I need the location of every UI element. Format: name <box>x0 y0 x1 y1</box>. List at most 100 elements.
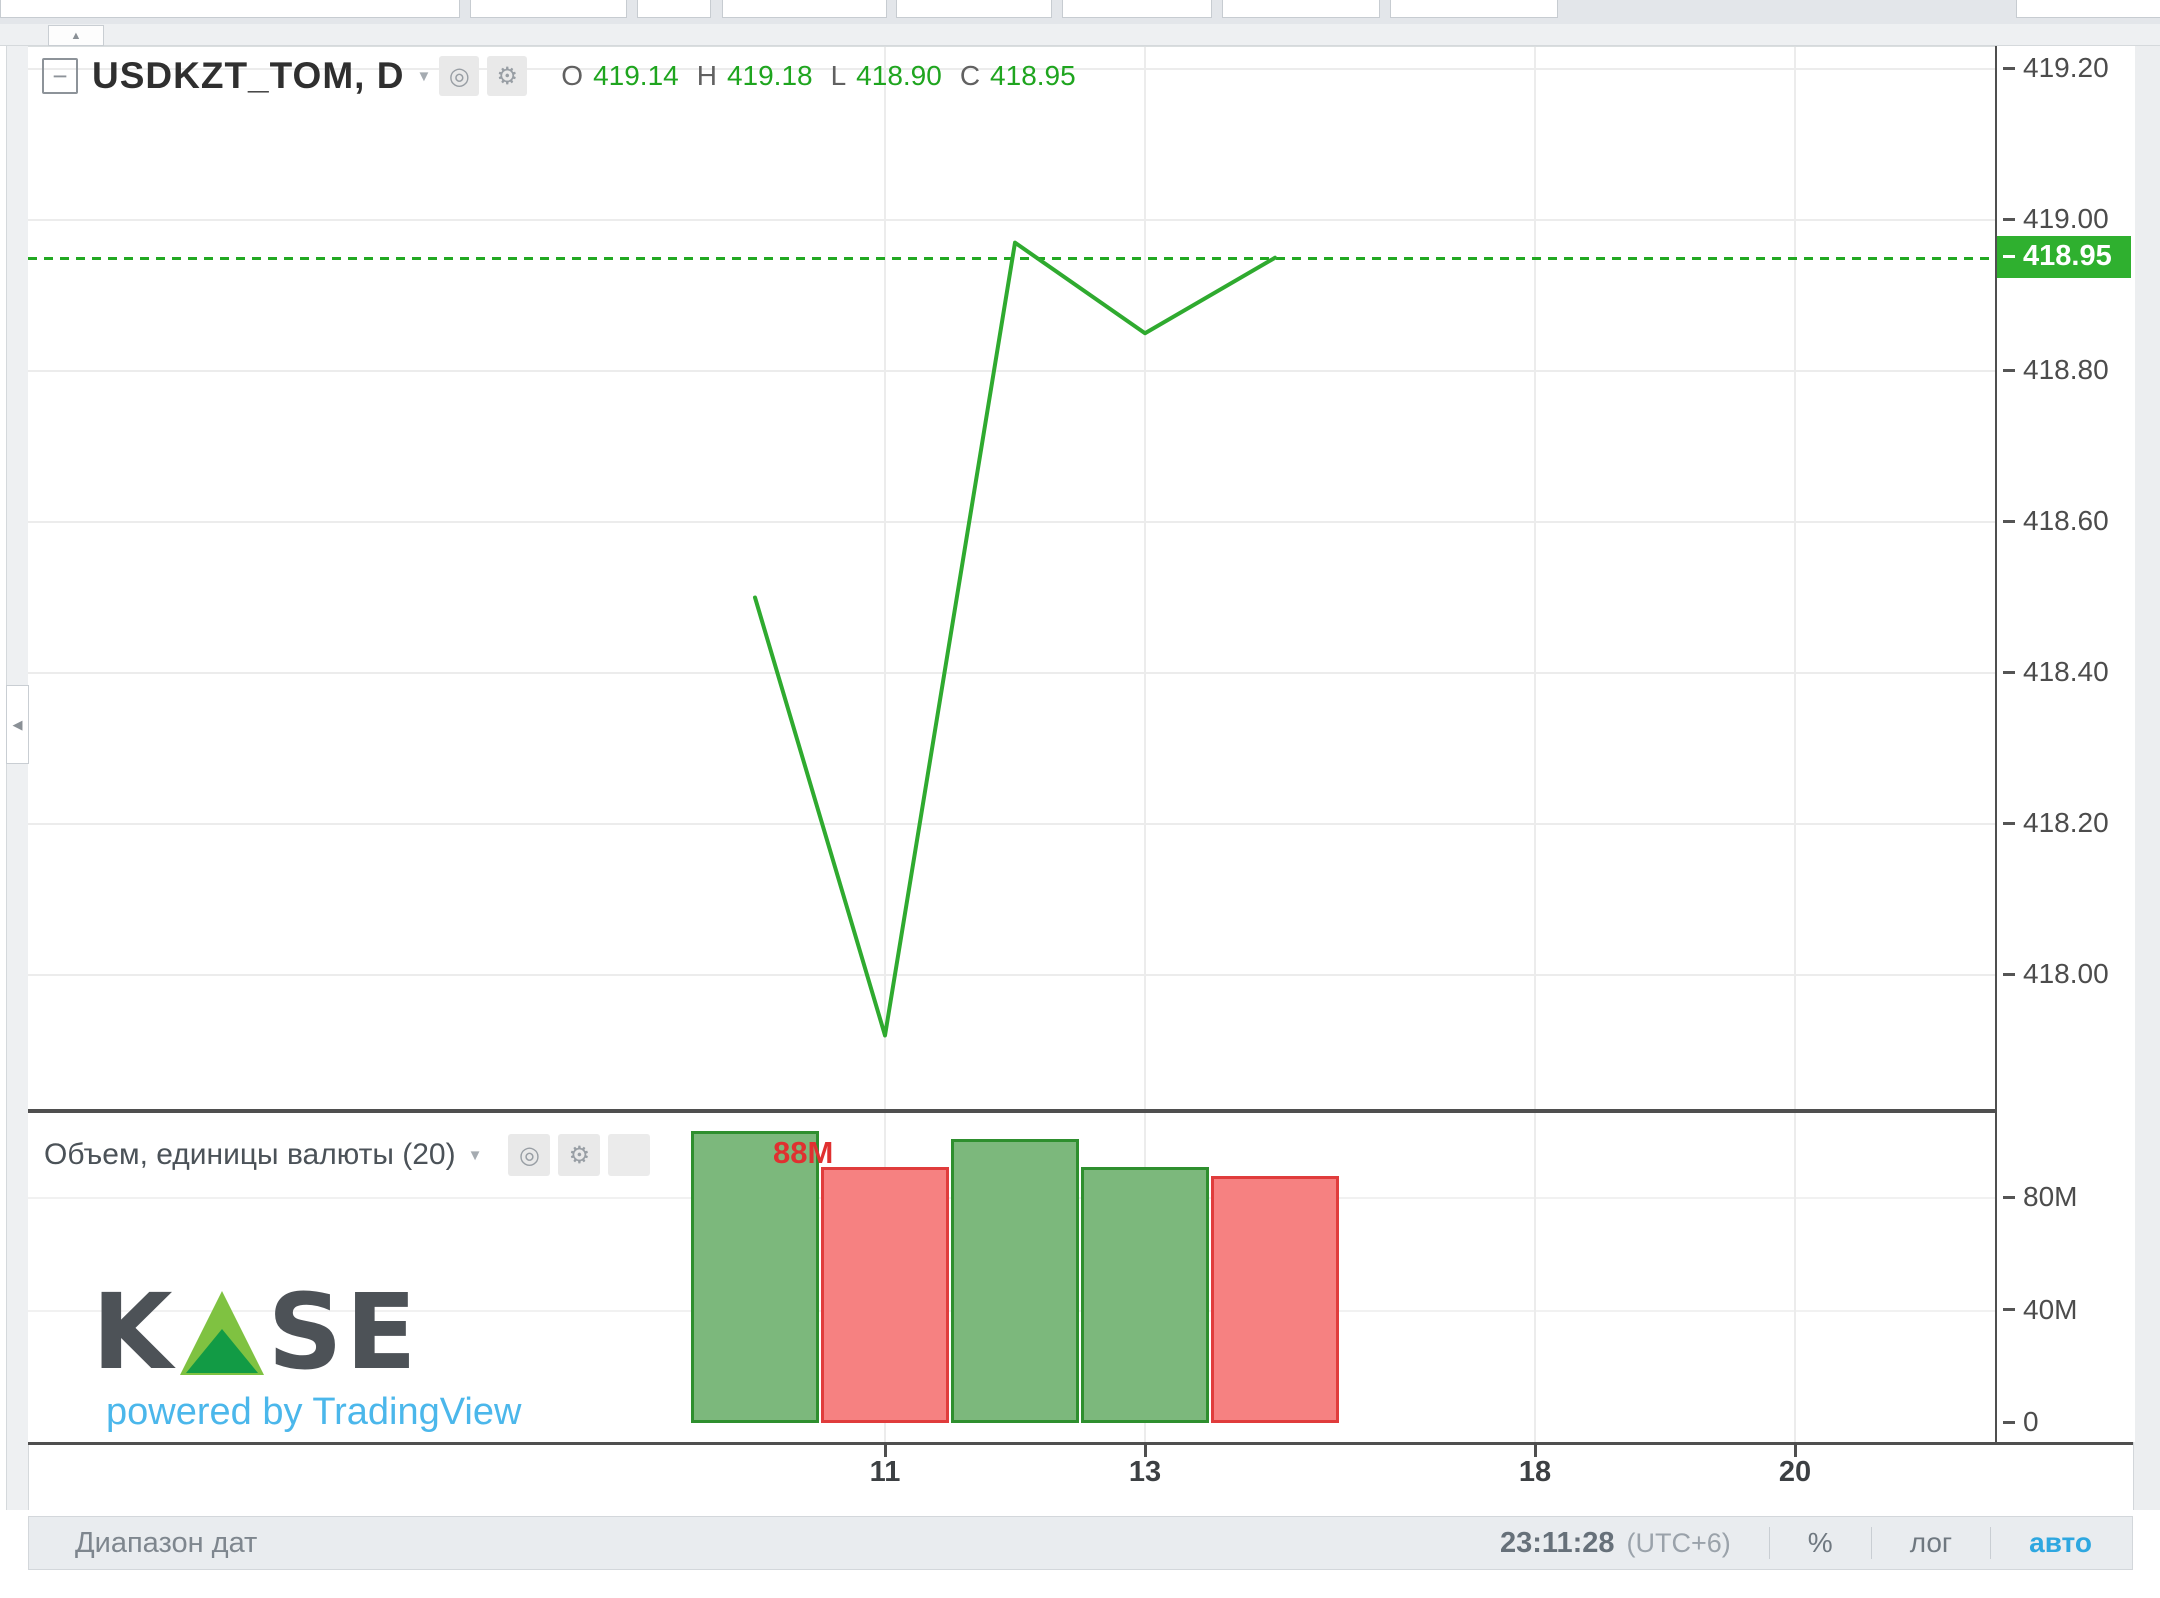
volume-bar <box>1211 1175 1339 1423</box>
auto-scale-button[interactable]: авто <box>2029 1527 2092 1558</box>
low-label: L <box>830 60 847 91</box>
eye-icon[interactable]: ◎ <box>508 1134 551 1176</box>
pane-separator[interactable] <box>28 1109 1995 1113</box>
v-gridline <box>884 47 886 1443</box>
axis-tick <box>2003 1195 2015 1199</box>
high-value: 419.18 <box>726 60 813 91</box>
open-label: O <box>561 60 584 91</box>
toolbar-button[interactable] <box>1222 0 1380 18</box>
volume-tick-label: 80M <box>2003 1181 2077 1213</box>
chart-plot-area[interactable]: − USDKZT_TOM, D ▼ ◎ ⚙ O 419.14 H 419.18 … <box>28 46 1995 1443</box>
eye-glyph: ◎ <box>448 62 470 90</box>
logo-letters-se: SE <box>267 1270 420 1393</box>
price-tick-label: 418.00 <box>2003 958 2109 990</box>
more-icon[interactable] <box>608 1134 651 1176</box>
log-scale-button[interactable]: лог <box>1909 1527 1953 1558</box>
axis-tick <box>2003 1308 2015 1311</box>
time-tick-label: 20 <box>1778 1456 1812 1488</box>
left-sidebar-strip <box>6 46 29 1510</box>
divider <box>1870 1527 1872 1559</box>
gear-glyph: ⚙ <box>568 1141 591 1169</box>
time-tick-label: 11 <box>869 1456 901 1488</box>
axis-tick <box>2003 368 2015 372</box>
close-label: C <box>959 60 981 91</box>
top-toolbar <box>0 0 2160 25</box>
kase-wordmark: K SE <box>92 1270 521 1393</box>
last-price-value: 418.95 <box>2023 240 2112 273</box>
price-tick-label: 418.20 <box>2003 807 2109 839</box>
divider <box>1990 1527 1992 1559</box>
v-gridline <box>1794 47 1796 1443</box>
volume-tick-label: 0 <box>2003 1406 2039 1438</box>
toolbar-button[interactable] <box>722 0 887 18</box>
date-range-button[interactable]: Диапазон дат <box>75 1526 258 1559</box>
open-value: 419.14 <box>593 60 679 91</box>
price-line-series <box>753 240 1277 1038</box>
scroll-up-button[interactable]: ▲ <box>48 25 104 46</box>
volume-indicator-title[interactable]: Объем, единицы валюты (20) <box>44 1138 456 1171</box>
time-tick-mark <box>1794 1445 1797 1457</box>
time-tick-label: 13 <box>1128 1456 1162 1488</box>
price-tick-label: 419.20 <box>2003 52 2109 84</box>
h-gridline <box>28 68 1995 70</box>
axis-tick <box>2003 972 2015 976</box>
time-tick-mark <box>884 1445 887 1457</box>
chevron-down-icon[interactable]: ▼ <box>467 1146 483 1164</box>
last-price-badge: 418.95 <box>1997 235 2131 278</box>
volume-bar <box>691 1130 819 1423</box>
v-gridline <box>1144 47 1146 1443</box>
clock-time[interactable]: 23:11:28 <box>1500 1526 1615 1559</box>
sidebar-collapse-handle[interactable]: ◀ <box>6 685 29 764</box>
axis-tick <box>2003 66 2015 70</box>
toolbar-button[interactable] <box>1390 0 1558 18</box>
volume-indicator-header: Объем, единицы валюты (20) ▼ ◎ ⚙ <box>44 1133 651 1177</box>
bottom-toolbar: Диапазон дат 23:11:28 (UTC+6) % лог авто <box>28 1516 2133 1570</box>
price-tick-label: 419.00 <box>2003 203 2109 235</box>
price-tick-label: 418.60 <box>2003 505 2109 537</box>
collapse-pane-icon[interactable]: − <box>42 58 78 94</box>
minus-glyph: − <box>52 61 68 91</box>
clock-timezone: (UTC+6) <box>1626 1527 1731 1558</box>
ohlc-values: O 419.14 H 419.18 L 418.90 C 418.95 <box>561 60 1093 92</box>
volume-bar <box>1081 1167 1209 1423</box>
chevron-down-icon[interactable]: ▼ <box>416 67 432 85</box>
logo-triangle-icon <box>179 1291 264 1375</box>
axis-tick <box>2003 821 2015 825</box>
h-gridline <box>28 521 1995 523</box>
gear-glyph: ⚙ <box>496 62 519 90</box>
collapse-sidebar-icon: ◀ <box>12 716 23 732</box>
axis-tick <box>2003 519 2015 523</box>
toolbar-button[interactable] <box>0 0 460 18</box>
toolbar-button[interactable] <box>896 0 1052 18</box>
axis-tick <box>2003 670 2015 674</box>
time-axis-border <box>28 1442 2133 1445</box>
right-scrollbar-strip[interactable] <box>2133 46 2160 1510</box>
h-gridline <box>28 219 1995 221</box>
toolbar-button[interactable] <box>1062 0 1212 18</box>
eye-icon[interactable]: ◎ <box>439 56 480 96</box>
volume-last-value: 88M <box>773 1135 834 1170</box>
h-gridline <box>28 974 1995 976</box>
divider <box>1768 1527 1770 1559</box>
h-gridline <box>28 672 1995 674</box>
scroll-up-icon: ▲ <box>70 29 82 42</box>
symbol-title[interactable]: USDKZT_TOM, D <box>92 55 405 96</box>
toolbar-button[interactable] <box>470 0 627 18</box>
gear-icon[interactable]: ⚙ <box>487 56 528 96</box>
h-gridline <box>28 370 1995 372</box>
footer-right-controls: 23:11:28 (UTC+6) % лог авто <box>1500 1527 2092 1560</box>
toolbar-button[interactable] <box>2016 0 2160 18</box>
gear-icon[interactable]: ⚙ <box>558 1134 601 1176</box>
axis-tick <box>2003 1420 2015 1424</box>
volume-bar <box>951 1138 1079 1423</box>
logo-letter-k: K <box>92 1270 176 1393</box>
toolbar-button[interactable] <box>637 0 711 18</box>
symbol-header: − USDKZT_TOM, D ▼ ◎ ⚙ O 419.14 H 419.18 … <box>42 55 1094 97</box>
kase-logo: K SE powered by TradingView <box>92 1270 522 1434</box>
volume-tick-label: 40M <box>2003 1294 2077 1326</box>
badge-tick <box>2003 255 2015 259</box>
logo-tagline: powered by TradingView <box>106 1391 522 1433</box>
percent-scale-button[interactable]: % <box>1807 1527 1833 1558</box>
time-tick-mark <box>1144 1445 1147 1457</box>
price-scale[interactable]: 419.20 419.00 418.80 418.60 418.40 418.20 418.… <box>1995 46 2135 1442</box>
